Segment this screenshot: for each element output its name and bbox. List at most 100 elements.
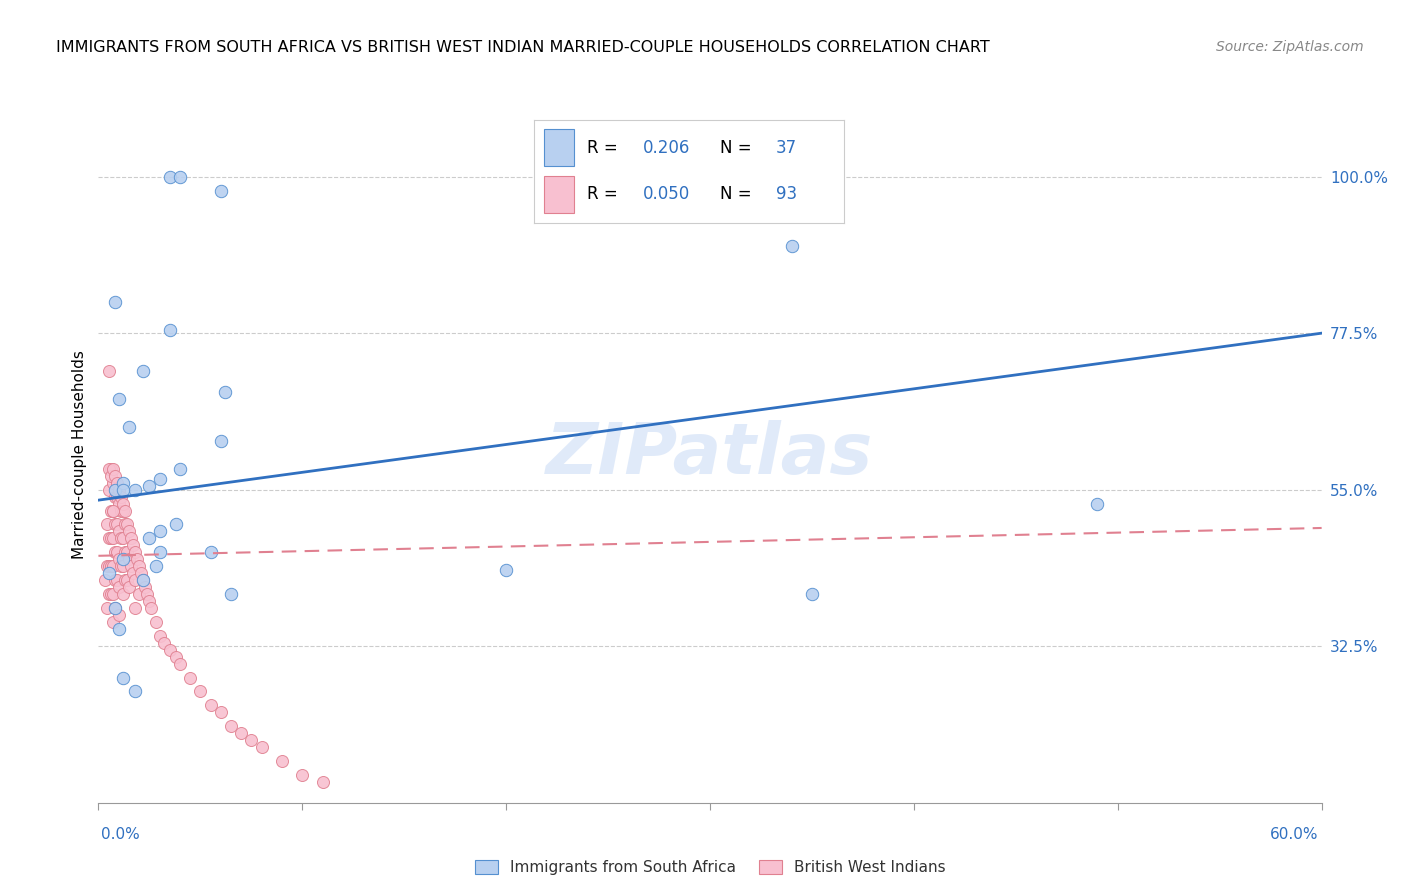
Bar <box>544 176 575 212</box>
Point <box>100 559 122 574</box>
Point <box>114 545 136 559</box>
Point <box>128 559 150 574</box>
Point <box>270 754 294 768</box>
Point <box>132 364 155 378</box>
Point <box>96 601 118 615</box>
Text: R =: R = <box>586 186 623 203</box>
Point <box>124 483 146 497</box>
Point <box>108 497 131 511</box>
Point <box>100 503 122 517</box>
Point <box>169 462 191 476</box>
Point <box>111 587 134 601</box>
Point <box>219 587 242 601</box>
Point <box>105 490 128 504</box>
Text: R =: R = <box>586 139 623 157</box>
Point <box>169 169 191 184</box>
Point <box>250 740 273 755</box>
Point <box>124 684 146 698</box>
Point <box>1085 497 1108 511</box>
Point <box>209 434 232 448</box>
Point <box>104 573 127 587</box>
Point <box>108 483 131 497</box>
Point <box>108 622 131 636</box>
Point <box>138 532 160 546</box>
Point <box>101 532 124 546</box>
Point <box>97 364 120 378</box>
Point <box>104 468 127 483</box>
Point <box>240 733 263 747</box>
Point <box>219 719 242 733</box>
Point <box>96 517 118 532</box>
Bar <box>544 128 575 166</box>
Point <box>149 524 172 539</box>
Point <box>129 566 152 581</box>
Point <box>100 462 122 476</box>
Point <box>127 552 149 566</box>
Point <box>110 532 132 546</box>
Point <box>291 768 314 782</box>
Point <box>110 490 132 504</box>
Point <box>495 563 517 577</box>
Point <box>104 545 127 559</box>
Point <box>138 479 160 493</box>
Point <box>97 483 120 497</box>
Point <box>108 607 131 622</box>
Point <box>118 524 141 539</box>
Point <box>111 503 134 517</box>
Point <box>100 587 122 601</box>
Point <box>132 573 155 587</box>
Point <box>122 538 145 552</box>
Point <box>658 184 681 198</box>
Point <box>124 601 146 615</box>
Point <box>141 601 163 615</box>
Point <box>120 532 142 546</box>
Point <box>169 657 191 671</box>
Point <box>159 169 181 184</box>
Point <box>124 573 146 587</box>
Point <box>100 532 122 546</box>
Point <box>200 545 222 559</box>
Point <box>179 671 201 685</box>
Point <box>134 580 156 594</box>
Text: 93: 93 <box>776 186 797 203</box>
Point <box>100 468 122 483</box>
Point <box>159 642 181 657</box>
Point <box>115 573 138 587</box>
Point <box>138 594 160 608</box>
Text: 0.0%: 0.0% <box>101 827 141 841</box>
Point <box>114 517 136 532</box>
Point <box>97 587 120 601</box>
Point <box>149 472 172 486</box>
Point <box>104 483 127 497</box>
Point <box>101 462 124 476</box>
Point <box>97 566 120 581</box>
Point <box>105 545 128 559</box>
Point <box>105 573 128 587</box>
Point <box>801 587 824 601</box>
Point <box>231 726 253 740</box>
Point <box>96 559 118 574</box>
Point <box>145 559 167 574</box>
Point <box>110 503 132 517</box>
Point <box>120 559 142 574</box>
Point <box>111 671 134 685</box>
Point <box>97 462 120 476</box>
Point <box>122 566 145 581</box>
Point <box>132 573 155 587</box>
Text: 0.206: 0.206 <box>643 139 690 157</box>
Point <box>111 483 134 497</box>
Point <box>658 197 681 211</box>
Point <box>111 532 134 546</box>
Legend: Immigrants from South Africa, British West Indians: Immigrants from South Africa, British We… <box>475 860 945 875</box>
Point <box>104 517 127 532</box>
Point <box>97 532 120 546</box>
Point <box>111 559 134 574</box>
Point <box>105 517 128 532</box>
Point <box>104 601 127 615</box>
Point <box>118 420 141 434</box>
Point <box>214 385 236 400</box>
Point <box>165 649 187 664</box>
Text: N =: N = <box>720 139 756 157</box>
Point <box>149 629 172 643</box>
Text: IMMIGRANTS FROM SOUTH AFRICA VS BRITISH WEST INDIAN MARRIED-COUPLE HOUSEHOLDS CO: IMMIGRANTS FROM SOUTH AFRICA VS BRITISH … <box>56 40 990 55</box>
